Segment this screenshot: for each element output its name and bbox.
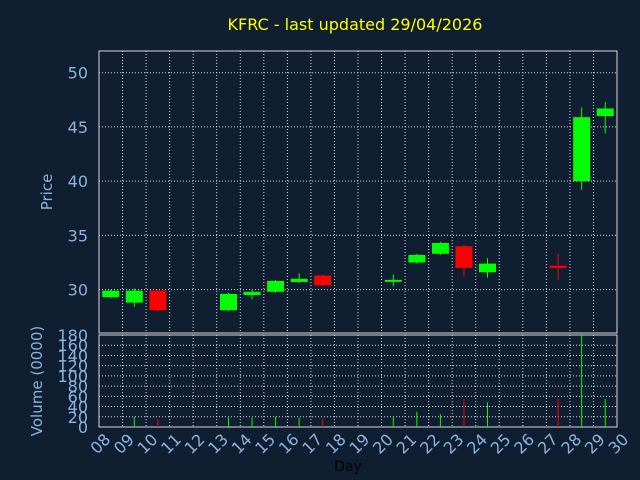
price-panel: 30 35 40 45 50 (68, 50, 618, 334)
candle-body (384, 279, 402, 282)
volume-tick-label: 60 (68, 387, 88, 406)
x-axis-label: Day (334, 459, 362, 475)
price-tick-label: 30 (68, 281, 88, 300)
candle-body (149, 290, 167, 311)
volume-tick-label: 20 (68, 408, 88, 427)
volume-tick-label: 180 (57, 326, 88, 345)
candle-body (408, 254, 426, 263)
candle-body (243, 291, 261, 296)
volume-tick-label: 40 (68, 398, 88, 417)
price-tick-label: 50 (68, 64, 88, 83)
candle-body (573, 117, 591, 182)
candle-body (220, 293, 237, 311)
price-axis-label: Price (38, 174, 56, 211)
volume-tick-label: 120 (57, 357, 88, 376)
price-tick-label: 40 (68, 172, 88, 191)
candle-body (455, 246, 473, 268)
volume-axis-label: Volume (0000) (28, 326, 46, 436)
volume-tick-label: 0 (78, 418, 88, 437)
candle-body (479, 263, 496, 273)
price-tick-label: 35 (68, 226, 88, 245)
candle-body (596, 108, 614, 117)
candle-body (125, 290, 143, 303)
volume-tick-label: 100 (57, 367, 88, 386)
price-tick-label: 45 (68, 118, 88, 137)
candle-body (431, 242, 449, 254)
candle-body (290, 278, 308, 283)
chart-title: KFRC - last updated 29/04/2026 (228, 15, 483, 34)
x-axis: 0809101112131415161718192021222324252627… (86, 430, 632, 458)
volume-tick-label: 140 (57, 346, 88, 365)
volume-tick-label: 80 (68, 377, 88, 396)
candle-body (267, 280, 285, 292)
volume-tick-label: 160 (57, 336, 88, 355)
candle-body (549, 265, 567, 268)
candle-body (314, 275, 332, 286)
candle-body (102, 290, 120, 298)
